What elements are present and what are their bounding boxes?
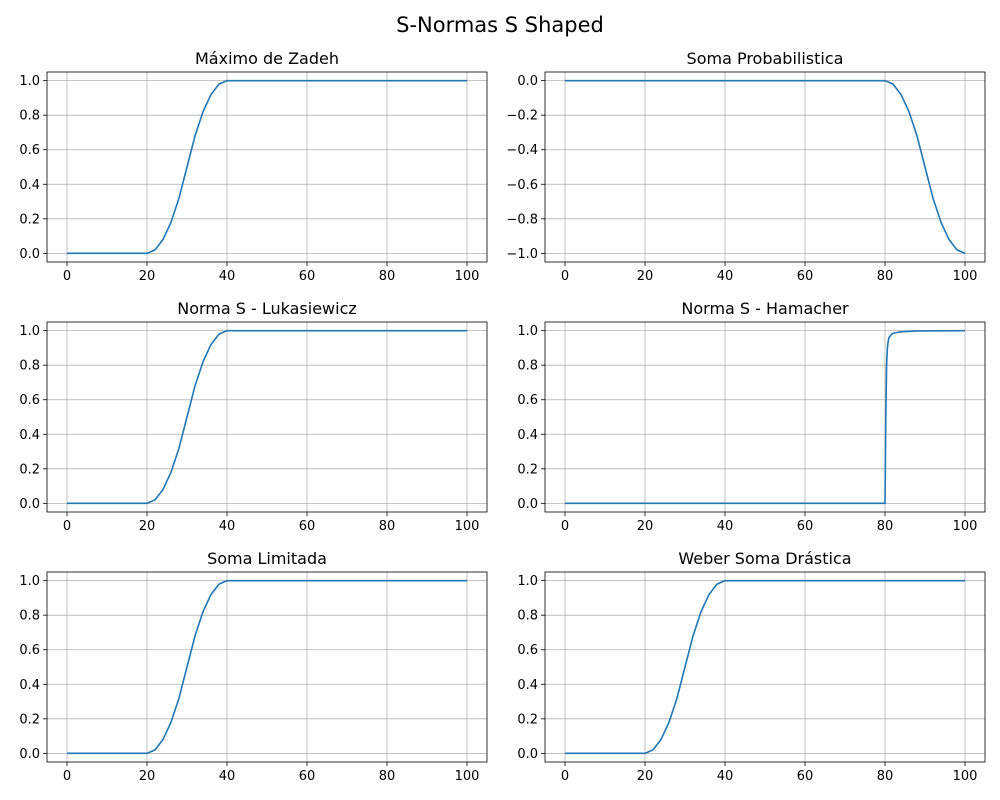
subplot-title: Weber Soma Drástica	[678, 549, 851, 568]
x-tick-label: 60	[299, 269, 316, 284]
x-tick-label: 20	[139, 519, 156, 534]
x-tick-label: 60	[797, 519, 814, 534]
y-tick-label: −0.8	[506, 212, 538, 227]
y-tick-label: 0.0	[19, 747, 40, 762]
x-tick-label: 40	[219, 519, 236, 534]
y-tick-label: 0.8	[517, 359, 538, 374]
series-line-1	[565, 79, 966, 255]
x-tick-label: 100	[953, 269, 978, 284]
x-tick-label: 40	[717, 269, 734, 284]
y-tick-label: 0.8	[19, 359, 40, 374]
y-tick-label: −0.6	[506, 178, 538, 193]
y-tick-label: 0.0	[517, 74, 538, 89]
subplot-5: Soma Limitada 0 20 40 60 80 100 0.0 0.2 0.4 0.6 0.8…	[19, 549, 488, 784]
y-tick-label: −1.0	[506, 247, 538, 262]
subplots-grid: Máximo de Zadeh 0 20 40 60 80 100 0.0 0.2 0.4 0.6 0…	[19, 49, 986, 784]
y-tick-label: 1.0	[19, 574, 40, 589]
y-tick-label: 0.6	[19, 143, 40, 158]
x-tick-label: 60	[299, 769, 316, 784]
y-tick-label: 0.2	[517, 462, 538, 477]
subplot-3: Norma S - Lukasiewicz 0 20 40 60 80 100 0.0 0.2 0…	[19, 299, 488, 534]
y-tick-label: 0.4	[19, 428, 40, 443]
y-tick-label: 0.4	[19, 178, 40, 193]
x-tick-label: 40	[717, 519, 734, 534]
x-tick-label: 80	[877, 769, 894, 784]
figure-title: S-Normas S Shaped	[396, 13, 604, 37]
y-tick-label: 0.0	[19, 247, 40, 262]
series-line-1	[67, 329, 467, 505]
y-tick-label: 0.8	[517, 609, 538, 624]
x-tick-label: 100	[953, 519, 978, 534]
subplot-6: Weber Soma Drástica 0 20 40 60 80 100 0.0 0.2 0.4…	[517, 549, 986, 784]
y-tick-label: 1.0	[517, 574, 538, 589]
subplot-4: Norma S - Hamacher 0 20 40 60 80 100 0.0 0.2 0.4 0…	[517, 299, 986, 534]
x-tick-label: 80	[877, 519, 894, 534]
y-tick-label: 0.2	[517, 712, 538, 727]
subplot-title: Máximo de Zadeh	[195, 49, 339, 68]
axes-frame	[46, 71, 488, 263]
x-tick-label: 0	[63, 519, 71, 534]
y-tick-label: 0.6	[19, 643, 40, 658]
y-tick-label: 0.6	[517, 643, 538, 658]
axes-frame	[544, 321, 986, 513]
x-tick-label: 60	[797, 269, 814, 284]
x-tick-label: 0	[63, 769, 71, 784]
y-tick-label: 0.4	[517, 678, 538, 693]
axes-frame	[544, 571, 986, 763]
y-tick-label: 1.0	[517, 324, 538, 339]
x-tick-label: 80	[379, 269, 396, 284]
y-tick-label: 0.0	[517, 497, 538, 512]
axes-frame	[544, 71, 986, 263]
x-tick-label: 100	[455, 769, 480, 784]
x-tick-label: 20	[637, 269, 654, 284]
axes-frame	[46, 571, 488, 763]
series-line-1	[565, 579, 965, 755]
x-tick-label: 40	[717, 769, 734, 784]
x-tick-label: 60	[299, 519, 316, 534]
y-tick-label: 0.8	[19, 609, 40, 624]
y-tick-label: 0.2	[19, 712, 40, 727]
subplot-title: Norma S - Lukasiewicz	[177, 299, 357, 318]
x-tick-label: 100	[455, 519, 480, 534]
x-tick-label: 20	[139, 269, 156, 284]
series-line-1	[67, 79, 467, 255]
subplot-1: Máximo de Zadeh 0 20 40 60 80 100 0.0 0.2 0.4 0.6 0…	[19, 49, 488, 284]
y-tick-label: 0.0	[517, 747, 538, 762]
y-tick-label: 0.4	[19, 678, 40, 693]
x-tick-label: 40	[219, 769, 236, 784]
y-tick-label: 0.2	[19, 462, 40, 477]
x-tick-label: 100	[455, 269, 480, 284]
axes-frame	[46, 321, 488, 513]
x-tick-label: 20	[637, 769, 654, 784]
x-tick-label: 40	[219, 269, 236, 284]
x-tick-label: 80	[379, 519, 396, 534]
y-tick-label: −0.4	[506, 143, 538, 158]
series-line-1	[565, 329, 966, 505]
x-tick-label: 80	[379, 769, 396, 784]
x-tick-label: 0	[561, 269, 569, 284]
subplot-title: Norma S - Hamacher	[681, 299, 849, 318]
subplot-2: Soma Probabilistica 0 20 40 60 80 100 0.0 −0.2 −0…	[506, 49, 986, 284]
y-tick-label: 0.0	[19, 497, 40, 512]
y-tick-label: 0.4	[517, 428, 538, 443]
y-tick-label: −0.2	[506, 109, 538, 124]
y-tick-label: 0.2	[19, 212, 40, 227]
subplot-title: Soma Limitada	[207, 549, 327, 568]
x-tick-label: 0	[63, 269, 71, 284]
y-tick-label: 0.8	[19, 109, 40, 124]
series-line-1	[67, 579, 467, 755]
x-tick-label: 60	[797, 769, 814, 784]
x-tick-label: 0	[561, 519, 569, 534]
x-tick-label: 100	[953, 769, 978, 784]
y-tick-label: 0.6	[517, 393, 538, 408]
x-tick-label: 20	[139, 769, 156, 784]
x-tick-label: 80	[877, 269, 894, 284]
x-tick-label: 0	[561, 769, 569, 784]
subplot-title: Soma Probabilistica	[687, 49, 844, 68]
x-tick-label: 20	[637, 519, 654, 534]
y-tick-label: 1.0	[19, 324, 40, 339]
y-tick-label: 1.0	[19, 74, 40, 89]
y-tick-label: 0.6	[19, 393, 40, 408]
